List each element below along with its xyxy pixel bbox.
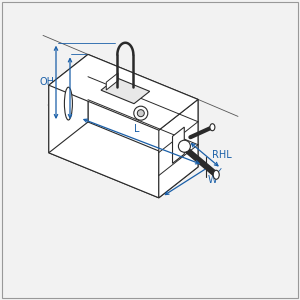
Polygon shape: [88, 54, 198, 167]
Ellipse shape: [213, 170, 219, 179]
Polygon shape: [106, 73, 118, 90]
Text: L: L: [134, 124, 139, 134]
Text: RHL: RHL: [212, 150, 232, 160]
Polygon shape: [159, 99, 198, 198]
Circle shape: [134, 106, 148, 120]
Circle shape: [137, 110, 144, 117]
Polygon shape: [49, 54, 198, 130]
Polygon shape: [101, 78, 150, 104]
Polygon shape: [49, 54, 88, 153]
Ellipse shape: [64, 87, 72, 120]
Polygon shape: [49, 85, 159, 198]
Text: OH: OH: [39, 77, 54, 87]
Ellipse shape: [210, 124, 215, 131]
Circle shape: [178, 140, 190, 152]
Text: W: W: [208, 175, 218, 185]
Text: H: H: [72, 83, 80, 93]
Polygon shape: [49, 122, 198, 198]
Polygon shape: [172, 127, 184, 164]
